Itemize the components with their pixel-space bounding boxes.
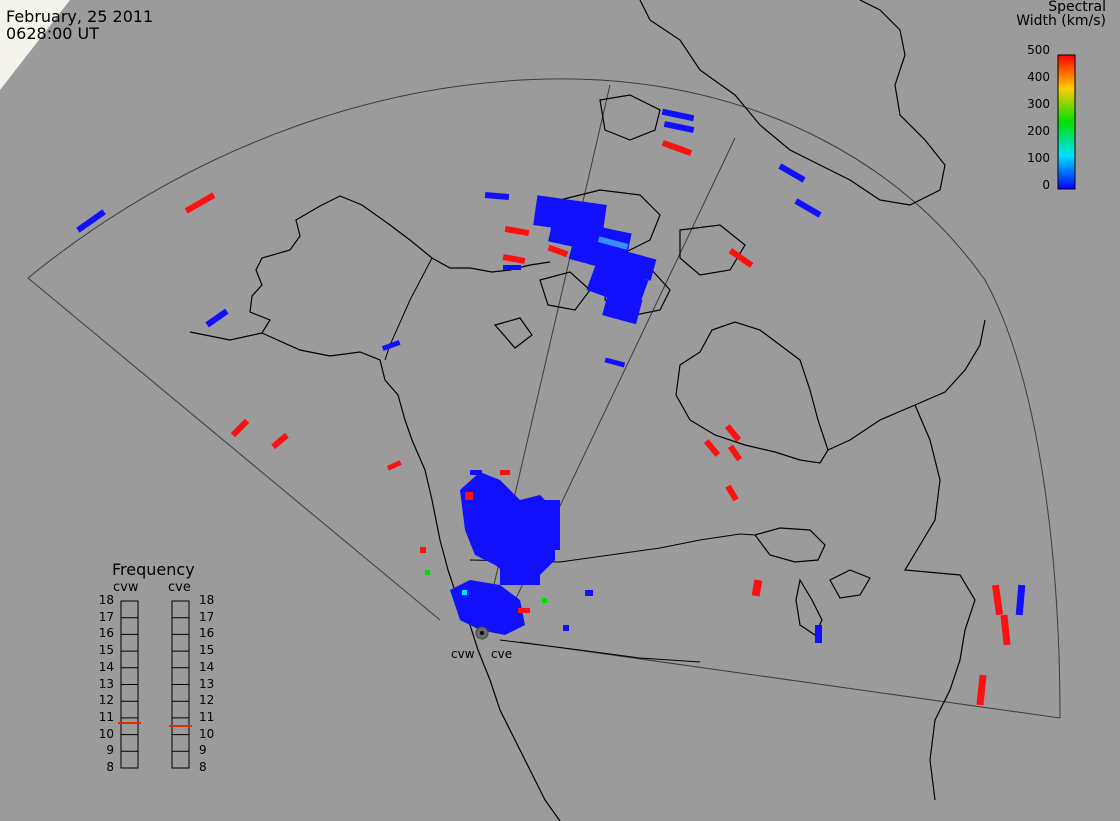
field-of-view — [27, 78, 1061, 719]
frequency-scale-label: 18 — [199, 593, 215, 607]
colorbar-tick: 500 — [1027, 43, 1050, 57]
colorbar-title-line1: Spectral — [1048, 0, 1106, 15]
frequency-scale-label: 15 — [98, 643, 114, 658]
frequency-radar-label-cve: cve — [168, 580, 191, 595]
frequency-scale-label: 11 — [98, 709, 114, 724]
colorbar-title-line2: Width (km/s) — [1016, 13, 1106, 29]
frequency-scale-label: 17 — [98, 609, 114, 624]
time-label: 0628:00 UT — [6, 24, 100, 43]
frequency-scale-label: 10 — [98, 726, 114, 741]
borders — [384, 257, 756, 663]
radar-site-dot — [480, 631, 484, 635]
date-label: February, 25 2011 — [6, 7, 154, 26]
frequency-scale-label: 10 — [199, 726, 215, 741]
colorbar-tick: 300 — [1027, 97, 1050, 111]
site-label-cvw: cvw — [451, 647, 475, 661]
coastlines — [189, 0, 986, 821]
colorbar-tick: 400 — [1027, 70, 1050, 84]
frequency-scale-label: 9 — [199, 743, 207, 758]
colorbar-tick: 200 — [1027, 124, 1050, 138]
frequency-scale-label: 12 — [98, 693, 114, 708]
daylight-region — [0, 0, 70, 90]
frequency-scale-label: 16 — [199, 626, 215, 641]
backscatter-echoes — [76, 108, 1026, 706]
frequency-scale-label: 9 — [106, 743, 114, 758]
frequency-scale-label: 13 — [98, 676, 114, 691]
frequency-scales — [120, 600, 190, 769]
frequency-scale-label: 14 — [98, 659, 114, 674]
frequency-scale-label: 8 — [106, 760, 114, 774]
colorbar — [1057, 54, 1076, 190]
frequency-scale-label: 11 — [199, 709, 215, 724]
frequency-scale-label: 14 — [199, 659, 215, 674]
frequency-scale-label: 13 — [199, 676, 215, 691]
frequency-scale-label: 12 — [199, 693, 215, 708]
colorbar-tick: 0 — [1042, 178, 1050, 192]
frequency-radar-label-cvw: cvw — [113, 580, 139, 595]
frequency-scale-label: 16 — [98, 626, 114, 641]
frequency-scale-label: 18 — [98, 593, 114, 607]
frequency-scale-label: 15 — [199, 643, 215, 658]
echo-cluster-pnw — [450, 472, 560, 635]
site-label-cve: cve — [491, 647, 513, 661]
colorbar-tick: 100 — [1027, 151, 1050, 165]
frequency-scale-label: 17 — [199, 609, 215, 624]
frequency-title: Frequency — [112, 560, 195, 579]
frequency-scale-label: 8 — [199, 760, 207, 774]
echo — [597, 236, 629, 250]
echo-cluster-arctic — [533, 195, 657, 325]
